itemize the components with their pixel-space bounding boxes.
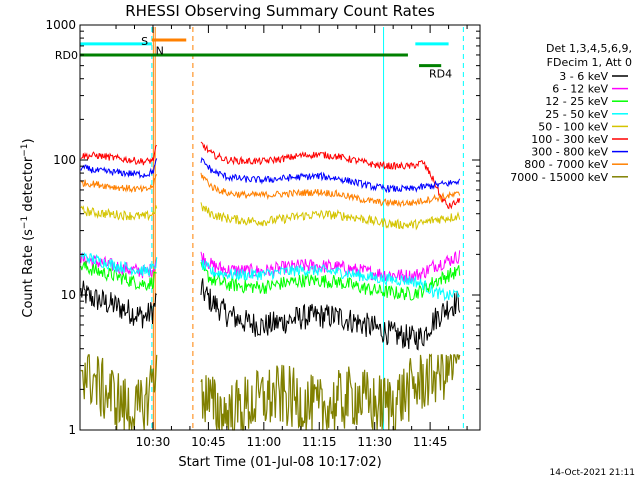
chart-title: RHESSI Observing Summary Count Rates: [125, 2, 435, 20]
series-trace-segment-1: [80, 251, 158, 277]
y-tick-label: 100: [53, 153, 76, 167]
legend-entry-label: 100 - 300 keV: [531, 133, 608, 146]
plot-frame: [79, 24, 481, 431]
series-trace-segment-2: [200, 156, 461, 194]
series-50-100-kev: [80, 202, 461, 231]
legend-header-line: FDecim 1, Att 0: [547, 56, 632, 69]
y-tick-label: 10: [61, 288, 76, 302]
x-tick-label: 11:00: [247, 435, 282, 449]
legend-header-line: Det 1,3,4,5,6,9,: [546, 42, 632, 55]
x-tick-label: 11:30: [357, 435, 392, 449]
legend-entry-label: 50 - 100 keV: [538, 120, 608, 133]
plot-area: RD0 RD4 SN: [55, 27, 464, 430]
series-trace-segment-2: [200, 202, 461, 231]
y-tick-label: 1000: [45, 18, 76, 32]
x-tick-label: 10:45: [191, 435, 226, 449]
series-trace-segment-1: [80, 144, 158, 166]
series-3-6-kev: [80, 278, 461, 351]
series-trace-segment-1: [80, 174, 158, 194]
series-trace-segment-2: [200, 141, 461, 210]
legend-entry-label: 3 - 6 keV: [559, 70, 608, 83]
series-trace-segment-2: [200, 259, 461, 302]
series-trace-segment-1: [80, 158, 158, 179]
legend-entry-label: 800 - 7000 keV: [524, 158, 608, 171]
legend-entry-label: 6 - 12 keV: [552, 83, 608, 96]
series-25-50-kev: [80, 251, 461, 302]
series-trace-segment-2: [200, 353, 461, 431]
series-trace-segment-2: [200, 262, 461, 301]
chart-marks: [80, 141, 461, 431]
legend-entry-label: 7000 - 15000 keV: [510, 171, 608, 184]
series-trace-segment-1: [80, 280, 157, 329]
legend-entry-label: 12 - 25 keV: [545, 95, 608, 108]
marker-n: N: [156, 44, 164, 57]
series-trace-segment-1: [80, 260, 157, 292]
footer-timestamp: 14-Oct-2021 21:11: [550, 468, 635, 478]
legend-entry-label: 300 - 800 keV: [531, 146, 608, 159]
indicator-label-rd0: RD0: [55, 49, 78, 62]
y-axis-label: Count Rate (s−1 detector−1): [20, 138, 36, 317]
series-7000-15000-kev: [80, 353, 461, 431]
legend: Det 1,3,4,5,6,9,FDecim 1, Att 03 - 6 keV…: [510, 42, 632, 184]
series-trace-segment-1: [80, 354, 158, 431]
series-trace-segment-1: [80, 205, 158, 222]
series-trace-segment-2: [200, 250, 461, 284]
series-12-25-kev: [80, 260, 461, 301]
axes: 1 10 100 1000 10:30 10:45 11:00 11:15 11:30 11:45: [45, 18, 481, 449]
series-trace-segment-2: [200, 278, 461, 351]
series-100-300-kev: [80, 141, 461, 210]
y-tick-label: 1: [68, 423, 76, 437]
series-trace-segment-2: [200, 172, 461, 208]
x-tick-label: 10:30: [136, 435, 171, 449]
indicator-label-rd4: RD4: [429, 68, 452, 81]
legend-entry-label: 25 - 50 keV: [545, 108, 608, 121]
x-axis-label: Start Time (01-Jul-08 10:17:02): [178, 455, 381, 470]
series-300-800-kev: [80, 156, 461, 194]
x-tick-label: 11:15: [302, 435, 337, 449]
x-tick-label: 11:45: [413, 435, 448, 449]
marker-s: S: [141, 35, 148, 48]
series-800-7000-kev: [80, 172, 461, 208]
